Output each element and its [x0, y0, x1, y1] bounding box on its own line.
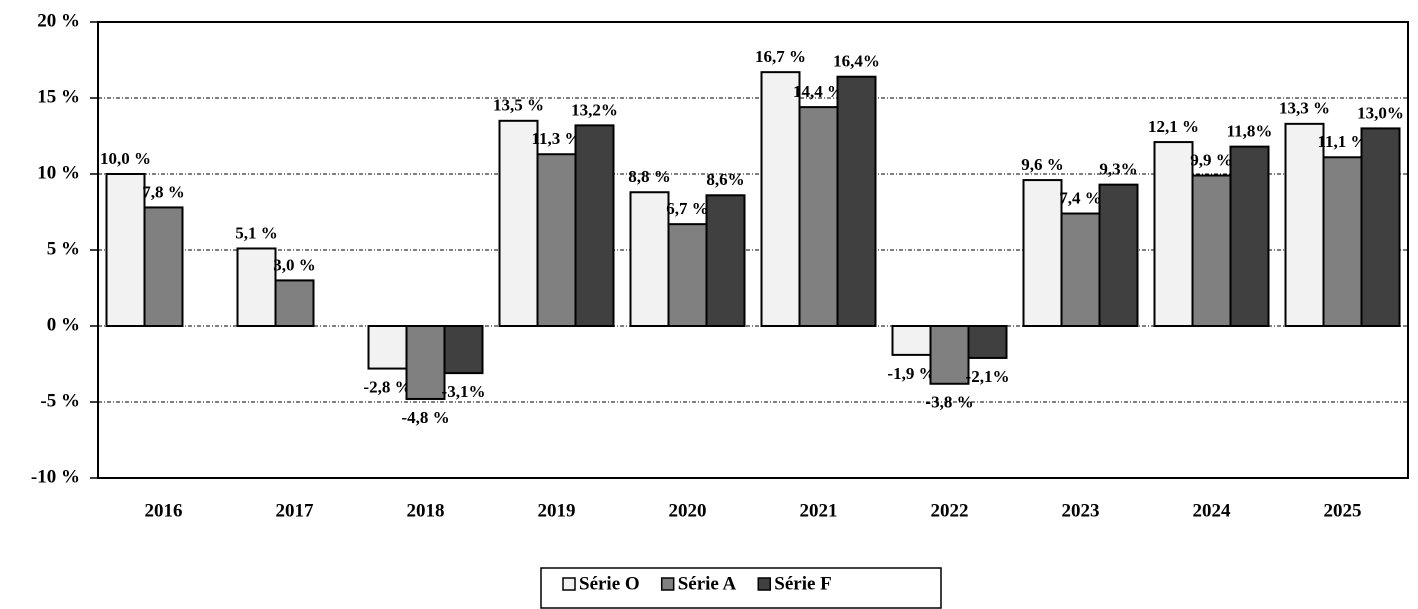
legend-swatch [757, 577, 772, 591]
value-label: 16,7 % [755, 47, 806, 66]
bar [967, 325, 1008, 359]
bar [1191, 174, 1232, 327]
value-label: 8,8 % [628, 167, 671, 186]
bar [705, 194, 746, 327]
value-label: 6,7 % [666, 199, 709, 218]
value-label: -3,8 % [925, 393, 973, 412]
value-label: 3,0 % [273, 255, 316, 274]
x-tick-label: 2023 [1062, 500, 1100, 521]
bar [274, 279, 315, 327]
y-tick-label: 5 % [47, 238, 80, 259]
value-label: 11,1 % [1317, 132, 1367, 151]
bar [367, 325, 408, 370]
value-label: 13,5 % [493, 96, 544, 115]
value-label: -2,8 % [363, 377, 411, 396]
bar [836, 75, 877, 327]
bar [1284, 122, 1325, 327]
value-label: 13,3 % [1279, 99, 1330, 118]
bar [1153, 141, 1194, 327]
bar [1098, 183, 1139, 327]
bar [1022, 179, 1063, 327]
x-tick-label: 2022 [931, 500, 969, 521]
bar [536, 153, 577, 327]
value-label: -4,8 % [401, 408, 449, 427]
value-label: -1,9 % [887, 364, 935, 383]
value-label: -2,1% [966, 367, 1010, 386]
y-tick-label: 10 % [37, 162, 80, 183]
value-label: 7,4 % [1059, 188, 1102, 207]
y-tick-label: -10 % [31, 466, 80, 487]
y-tick-label: 0 % [47, 314, 80, 335]
value-label: 11,8% [1227, 122, 1273, 141]
bar [1360, 127, 1401, 327]
bar [443, 325, 484, 375]
value-label: 7,8 % [142, 182, 185, 201]
value-label: 9,3% [1099, 160, 1137, 179]
legend-swatch [660, 577, 675, 591]
value-label: 11,3 % [531, 129, 581, 148]
value-label: 5,1 % [235, 223, 278, 242]
y-tick-label: 20 % [37, 10, 80, 31]
plot-frame [97, 21, 1409, 479]
value-label: 10,0 % [100, 149, 151, 168]
legend-swatch [562, 577, 576, 591]
x-tick-label: 2025 [1324, 500, 1362, 521]
bar [1229, 145, 1270, 327]
bar [574, 124, 615, 327]
bar [498, 119, 539, 327]
legend-box [540, 567, 942, 609]
bar [405, 325, 446, 400]
value-label: 8,6% [706, 170, 744, 189]
y-tick-label: 15 % [37, 86, 80, 107]
value-label: 13,2% [571, 100, 618, 119]
value-label: 13,0% [1357, 103, 1404, 122]
x-tick-label: 2017 [276, 500, 315, 521]
bar [1322, 156, 1363, 327]
legend-label: Série A [678, 573, 737, 594]
value-label: -3,1% [442, 382, 486, 401]
x-tick-label: 2019 [538, 500, 576, 521]
bar [105, 173, 146, 327]
legend-label: Série O [579, 573, 640, 594]
bar [143, 206, 184, 327]
x-tick-label: 2021 [800, 500, 838, 521]
bar [667, 223, 708, 327]
bar [1060, 212, 1101, 328]
y-tick-label: -5 % [40, 390, 80, 411]
value-label: 14,4 % [793, 82, 844, 101]
x-tick-label: 2018 [407, 500, 445, 521]
bar [760, 71, 801, 327]
value-label: 9,9 % [1190, 150, 1233, 169]
legend-label: Série F [774, 573, 832, 594]
x-tick-label: 2016 [145, 500, 183, 521]
bar [236, 247, 277, 327]
bar [629, 191, 670, 327]
x-tick-label: 2024 [1193, 500, 1232, 521]
value-label: 9,6 % [1021, 155, 1064, 174]
bar [798, 106, 839, 328]
bar [929, 325, 970, 385]
x-tick-label: 2020 [669, 500, 707, 521]
bar [891, 325, 932, 356]
value-label: 12,1 % [1148, 117, 1199, 136]
value-label: 16,4% [833, 52, 880, 71]
